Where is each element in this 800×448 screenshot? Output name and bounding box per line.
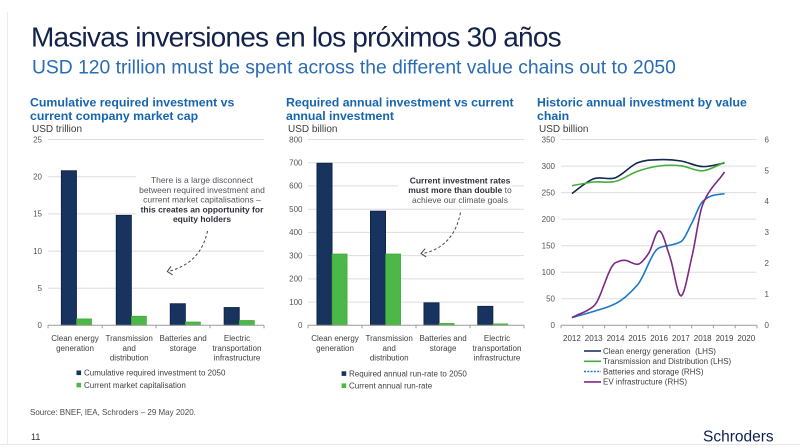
svg-text:25: 25 — [33, 135, 42, 144]
svg-text:150: 150 — [542, 242, 556, 251]
svg-text:200: 200 — [289, 275, 303, 284]
svg-text:400: 400 — [289, 228, 303, 237]
svg-text:Clean energy: Clean energy — [311, 334, 359, 343]
svg-text:Transmission and Distribution: Transmission and Distribution (LHS) — [603, 357, 732, 366]
svg-text:distribution: distribution — [370, 354, 409, 363]
svg-text:and: and — [123, 344, 136, 353]
svg-text:250: 250 — [542, 188, 556, 197]
svg-text:Cumulative required investment: Cumulative required investment to 2050 — [84, 369, 226, 378]
svg-text:current market capitalisations: current market capitalisations – — [143, 195, 261, 205]
svg-text:700: 700 — [289, 159, 303, 168]
svg-text:1: 1 — [765, 290, 770, 299]
svg-text:300: 300 — [542, 162, 556, 171]
svg-text:50: 50 — [546, 295, 555, 304]
svg-text:generation: generation — [316, 344, 354, 353]
svg-text:Batteries and: Batteries and — [160, 334, 207, 343]
svg-text:Cumulative required investment: Cumulative required investment vs curren… — [30, 96, 238, 124]
svg-text:transportation: transportation — [473, 344, 522, 353]
svg-text:500: 500 — [289, 205, 303, 214]
svg-text:2012: 2012 — [563, 334, 581, 343]
svg-text:15: 15 — [33, 210, 42, 219]
svg-text:and: and — [383, 344, 396, 353]
svg-text:USD billion: USD billion — [288, 124, 337, 135]
svg-text:this creates an opportunity fo: this creates an opportunity for — [141, 204, 264, 214]
svg-text:Clean energy generation (LHS): Clean energy generation (LHS) — [603, 347, 716, 356]
svg-text:Current market capitalisation: Current market capitalisation — [84, 381, 186, 390]
svg-text:Required annual investment vs: Required annual investment vs current an… — [286, 96, 517, 124]
svg-text:4: 4 — [765, 197, 770, 206]
svg-text:storage: storage — [170, 344, 197, 353]
svg-text:600: 600 — [289, 182, 303, 191]
svg-text:2: 2 — [765, 259, 770, 268]
svg-text:distribution: distribution — [110, 354, 149, 363]
svg-text:Masivas inversiones en los pró: Masivas inversiones en los próximos 30 a… — [31, 22, 561, 53]
svg-text:2013: 2013 — [585, 334, 603, 343]
svg-text:100: 100 — [289, 298, 303, 307]
svg-text:Current annual run-rate: Current annual run-rate — [349, 381, 433, 390]
svg-text:2019: 2019 — [716, 334, 734, 343]
svg-text:Required annual run-rate to 20: Required annual run-rate to 2050 — [349, 369, 467, 378]
svg-text:Transmission: Transmission — [106, 334, 153, 343]
svg-text:Transmission: Transmission — [366, 334, 413, 343]
svg-text:Source: BNEF, IEA, Schroders –: Source: BNEF, IEA, Schroders – 29 May 20… — [30, 408, 196, 417]
svg-text:800: 800 — [289, 135, 303, 144]
svg-text:20: 20 — [33, 173, 42, 182]
svg-text:Batteries and: Batteries and — [420, 334, 467, 343]
svg-text:transportation: transportation — [213, 344, 262, 353]
svg-text:generation: generation — [56, 344, 94, 353]
svg-text:2020: 2020 — [737, 334, 755, 343]
svg-text:2015: 2015 — [628, 334, 646, 343]
svg-text:2016: 2016 — [650, 334, 668, 343]
svg-text:Electric: Electric — [484, 334, 510, 343]
svg-text:350: 350 — [542, 135, 556, 144]
svg-text:storage: storage — [430, 344, 457, 353]
svg-text:2018: 2018 — [694, 334, 712, 343]
svg-text:100: 100 — [542, 268, 556, 277]
svg-text:Historic annual investment by: Historic annual investment by value chai… — [537, 96, 750, 124]
svg-text:0: 0 — [298, 321, 303, 330]
svg-text:3: 3 — [765, 228, 770, 237]
svg-text:300: 300 — [289, 251, 303, 260]
svg-text:USD trillion: USD trillion — [32, 124, 82, 135]
svg-text:Electric: Electric — [224, 334, 250, 343]
svg-text:5: 5 — [765, 166, 770, 175]
svg-text:0: 0 — [38, 321, 43, 330]
svg-text:There is a large disconnect: There is a large disconnect — [151, 175, 254, 185]
svg-text:infrastructure: infrastructure — [214, 354, 261, 363]
svg-text:2014: 2014 — [607, 334, 625, 343]
svg-text:0: 0 — [765, 321, 770, 330]
svg-text:Schroders: Schroders — [703, 429, 774, 446]
svg-text:USD billion: USD billion — [539, 124, 588, 135]
svg-text:2017: 2017 — [672, 334, 690, 343]
svg-text:must more than double to: must more than double to — [408, 185, 512, 195]
svg-text:equity holders: equity holders — [173, 214, 231, 224]
svg-text:200: 200 — [542, 215, 556, 224]
svg-text:Current investment rates: Current investment rates — [410, 175, 511, 185]
svg-text:between required investment an: between required investment and — [139, 185, 265, 195]
svg-text:infrastructure: infrastructure — [474, 354, 521, 363]
svg-text:EV infrastructure (RHS): EV infrastructure (RHS) — [603, 378, 687, 387]
svg-text:Batteries and storage (RHS): Batteries and storage (RHS) — [603, 367, 704, 376]
svg-text:0: 0 — [551, 321, 556, 330]
svg-text:11: 11 — [31, 432, 40, 442]
svg-text:10: 10 — [33, 247, 42, 256]
svg-text:Clean energy: Clean energy — [51, 334, 99, 343]
svg-text:USD 120 trillion must be spent: USD 120 trillion must be spent across th… — [32, 57, 676, 78]
svg-text:achieve our climate goals: achieve our climate goals — [412, 195, 508, 205]
svg-text:5: 5 — [38, 284, 43, 293]
svg-text:6: 6 — [765, 135, 770, 144]
